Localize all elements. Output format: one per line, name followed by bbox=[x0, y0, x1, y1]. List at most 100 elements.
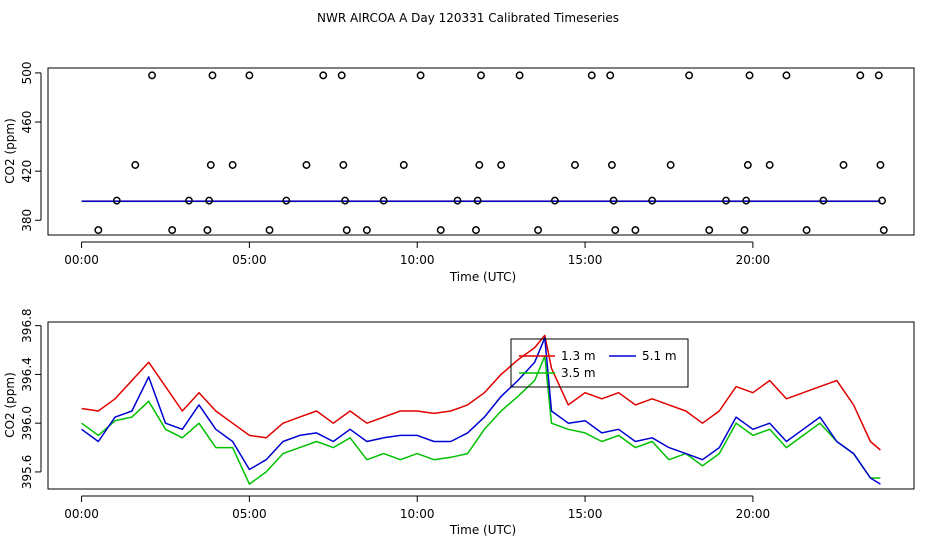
scatter-point bbox=[878, 196, 887, 205]
scatter-point bbox=[876, 161, 885, 169]
bottom-y-tick-label: 396.8 bbox=[20, 308, 34, 342]
bottom-x-tick-label: 05:00 bbox=[232, 507, 267, 521]
scatter-point bbox=[609, 196, 618, 205]
scatter-point bbox=[379, 196, 388, 205]
bottom-series-lines bbox=[81, 334, 881, 485]
bottom-axes: 00:00 05:00 10:00 15:00 20:00 395.6 396.0 396.4… bbox=[20, 308, 770, 521]
scatter-point bbox=[245, 71, 254, 80]
bottom-x-tick-label: 15:00 bbox=[568, 507, 603, 521]
chart-title: NWR AIRCOA A Day 120331 Calibrated Times… bbox=[317, 11, 619, 25]
legend-label-3-5m: 3.5 m bbox=[561, 366, 596, 380]
scatter-point bbox=[745, 71, 754, 80]
bottom-plot-frame bbox=[47, 321, 915, 490]
bottom-series-5-1-m-line bbox=[81, 337, 881, 485]
scatter-point bbox=[648, 196, 657, 205]
scatter-point bbox=[436, 226, 445, 235]
scatter-point bbox=[206, 161, 215, 169]
top-y-tick-label: 420 bbox=[20, 160, 34, 183]
scatter-point bbox=[112, 196, 121, 205]
top-y-tick-label: 460 bbox=[20, 111, 34, 134]
scatter-point bbox=[399, 161, 408, 169]
top-x-tick-label: 05:00 bbox=[232, 253, 267, 267]
scatter-point bbox=[342, 226, 351, 235]
scatter-point bbox=[472, 226, 480, 235]
scatter-point bbox=[819, 196, 828, 205]
scatter-point bbox=[416, 71, 425, 80]
scatter-point bbox=[722, 196, 730, 205]
scatter-point bbox=[611, 226, 620, 235]
scatter-point bbox=[302, 161, 311, 169]
bottom-xlabel: Time (UTC) bbox=[449, 523, 516, 537]
scatter-point bbox=[185, 196, 193, 205]
scatter-point bbox=[131, 161, 140, 169]
scatter-point bbox=[453, 196, 462, 205]
scatter-point bbox=[802, 226, 811, 235]
bottom-x-tick-label: 20:00 bbox=[736, 507, 771, 521]
scatter-point bbox=[685, 71, 694, 80]
top-x-tick-label: 00:00 bbox=[64, 253, 99, 267]
top-axes: 00:00 05:00 10:00 15:00 20:00 380 420 460 500 bbox=[20, 61, 770, 267]
top-y-tick-label: 500 bbox=[20, 61, 34, 84]
bottom-series-1-3-m-line bbox=[81, 334, 881, 451]
top-xlabel: Time (UTC) bbox=[449, 270, 516, 284]
top-x-tick-label: 20:00 bbox=[736, 253, 771, 267]
top-x-tick-label: 15:00 bbox=[568, 253, 603, 267]
scatter-point bbox=[743, 161, 752, 169]
scatter-point bbox=[477, 71, 485, 80]
scatter-point bbox=[282, 196, 291, 205]
scatter-point bbox=[571, 161, 579, 169]
scatter-point bbox=[168, 226, 177, 235]
bottom-x-tick-label: 00:00 bbox=[64, 507, 99, 521]
bottom-series-3-5-m-line bbox=[81, 355, 881, 485]
bottom-panel: 00:00 05:00 10:00 15:00 20:00 395.6 396.0 396.4… bbox=[3, 308, 915, 537]
bottom-y-tick-label: 396.0 bbox=[20, 406, 34, 440]
legend-box bbox=[510, 338, 689, 388]
top-y-tick-label: 380 bbox=[20, 209, 34, 232]
scatter-point bbox=[339, 161, 348, 169]
scatter-point bbox=[587, 71, 596, 80]
scatter-point bbox=[94, 226, 103, 235]
legend-label-5-1m: 5.1 m bbox=[642, 349, 677, 363]
scatter-point bbox=[148, 71, 157, 80]
top-scatter-points bbox=[94, 71, 888, 235]
scatter-point bbox=[473, 196, 482, 205]
bottom-ylabel: CO2 (ppm) bbox=[3, 372, 17, 438]
scatter-point bbox=[550, 196, 559, 205]
top-ylabel: CO2 (ppm) bbox=[3, 118, 17, 184]
scatter-point bbox=[203, 226, 212, 235]
scatter-point bbox=[631, 226, 640, 235]
scatter-point bbox=[208, 71, 217, 80]
scatter-point bbox=[341, 196, 350, 205]
top-plot-frame bbox=[47, 67, 915, 236]
top-panel: 00:00 05:00 10:00 15:00 20:00 380 420 460 500 Ti… bbox=[3, 61, 915, 284]
scatter-point bbox=[879, 226, 888, 235]
bottom-y-tick-label: 396.4 bbox=[20, 357, 34, 391]
scatter-point bbox=[228, 161, 237, 169]
scatter-point bbox=[765, 161, 774, 169]
scatter-point bbox=[534, 226, 543, 235]
top-x-tick-label: 10:00 bbox=[400, 253, 435, 267]
scatter-point bbox=[607, 161, 616, 169]
scatter-point bbox=[515, 71, 524, 80]
scatter-point bbox=[475, 161, 484, 169]
scatter-point bbox=[740, 226, 749, 235]
legend: 1.3 m 3.5 m 5.1 m bbox=[510, 338, 689, 388]
scatter-point bbox=[497, 161, 506, 169]
scatter-point bbox=[265, 226, 274, 235]
scatter-point bbox=[362, 226, 371, 235]
scatter-point bbox=[319, 71, 328, 80]
scatter-point bbox=[606, 71, 615, 80]
bottom-x-tick-label: 10:00 bbox=[400, 507, 435, 521]
legend-label-1-3m: 1.3 m bbox=[561, 349, 596, 363]
scatter-point bbox=[742, 196, 751, 205]
scatter-point bbox=[705, 226, 714, 235]
scatter-point bbox=[874, 71, 883, 80]
scatter-point bbox=[205, 196, 214, 205]
scatter-point bbox=[839, 161, 848, 169]
bottom-y-tick-label: 395.6 bbox=[20, 455, 34, 489]
scatter-point bbox=[856, 71, 865, 80]
scatter-point bbox=[666, 161, 675, 169]
scatter-point bbox=[782, 71, 791, 80]
scatter-point bbox=[337, 71, 346, 80]
